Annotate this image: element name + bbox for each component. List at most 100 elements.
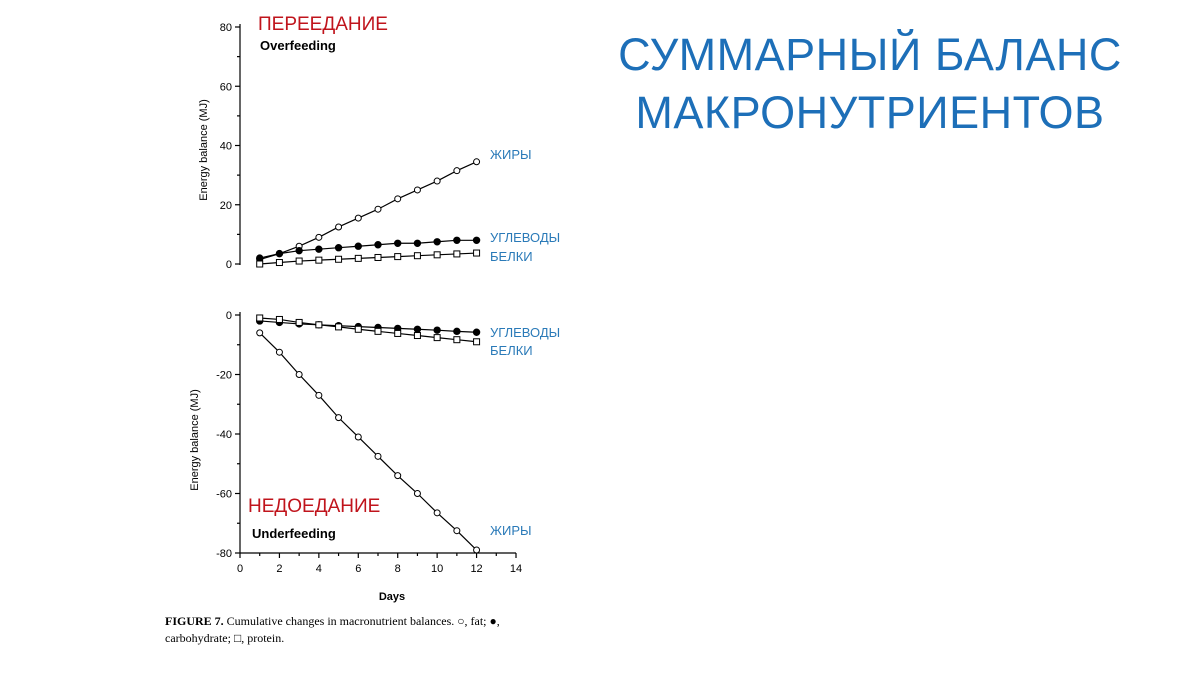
bottom-point-square	[394, 329, 402, 337]
figure-label: FIGURE 7.	[165, 614, 224, 628]
bottom-point-open	[295, 371, 303, 378]
bottom-series-label: БЕЛКИ	[490, 343, 533, 358]
figure-caption: FIGURE 7. Cumulative changes in macronut…	[165, 613, 585, 647]
top-point-open	[433, 177, 441, 185]
top-y-tick-label: 40	[220, 141, 232, 153]
bottom-point-square	[354, 325, 362, 333]
top-series-line	[259, 161, 477, 261]
top-point-square	[374, 253, 382, 261]
bottom-point-filled	[472, 328, 481, 336]
bottom-point-open	[374, 452, 382, 460]
top-point-filled	[315, 245, 323, 253]
slide-title-line-2: МАКРОНУТРИЕНТОВ	[635, 87, 1105, 138]
top-point-open	[335, 223, 343, 231]
top-series-label: УГЛЕВОДЫ	[490, 230, 560, 245]
top-point-open	[394, 195, 402, 203]
top-point-square	[394, 253, 402, 261]
x-axis-title: Days	[379, 591, 405, 603]
bottom-panel-title-ru: НЕДОЕДАНИЕ	[248, 496, 380, 517]
top-panel-title-ru: ПЕРЕЕДАНИЕ	[258, 14, 388, 35]
top-series-line	[259, 252, 477, 265]
bottom-point-square	[374, 327, 382, 335]
top-point-filled	[334, 244, 343, 252]
bottom-x-tick-label: 10	[431, 563, 443, 575]
bottom-point-open	[394, 472, 402, 480]
bottom-series-label: ЖИРЫ	[490, 523, 532, 538]
top-point-square	[315, 256, 323, 264]
bottom-y-tick-label: 0	[226, 310, 232, 322]
top-y-tick-label: 20	[220, 200, 232, 212]
top-point-filled	[275, 249, 284, 258]
slide-title-line-1: СУММАРНЫЙ БАЛАНС	[618, 29, 1122, 80]
top-point-open	[453, 167, 461, 175]
bottom-point-square	[295, 318, 303, 326]
bottom-point-square	[453, 336, 461, 344]
caption-text-part2: carbohydrate; □, protein.	[165, 631, 285, 645]
underfeeding-panel: 0 -20 -40 -60 -80 0 2 4 6 8 10 12 14 Days Energy balan…	[189, 310, 560, 603]
caption-text-part1: Cumulative changes in macronutrient bala…	[223, 614, 500, 628]
bottom-x-tick-label: 14	[510, 563, 522, 575]
bottom-point-open	[473, 546, 481, 554]
bottom-point-open	[256, 329, 264, 337]
bottom-y-tick-label: -40	[216, 429, 232, 441]
top-y-axis-title: Energy balance (MJ)	[198, 99, 210, 201]
top-y-tick-label: 0	[226, 259, 232, 271]
top-series-label: ЖИРЫ	[490, 147, 532, 162]
bottom-series-label: УГЛЕВОДЫ	[490, 325, 560, 340]
bottom-point-square	[256, 314, 264, 322]
top-point-open	[374, 205, 382, 213]
bottom-point-square	[335, 323, 343, 331]
top-point-open	[473, 158, 481, 166]
top-panel-subtitle-en: Overfeeding	[260, 38, 336, 53]
bottom-point-open	[433, 509, 441, 517]
top-point-square	[433, 251, 441, 259]
bottom-point-open	[453, 527, 461, 535]
top-point-square	[473, 249, 481, 257]
top-point-filled	[295, 246, 303, 255]
top-y-tick-label: 80	[220, 22, 232, 34]
top-point-square	[453, 250, 461, 258]
bottom-point-open	[354, 433, 362, 441]
bottom-panel-subtitle-en: Underfeeding	[252, 526, 336, 541]
top-point-filled	[256, 254, 264, 262]
top-point-filled	[433, 238, 441, 246]
bottom-x-tick-label: 2	[276, 563, 282, 575]
top-point-filled	[374, 241, 382, 249]
top-point-filled	[394, 239, 402, 247]
top-point-filled	[472, 236, 481, 245]
bottom-x-tick-label: 12	[470, 563, 482, 575]
bottom-point-open	[275, 348, 283, 356]
top-point-open	[413, 186, 421, 194]
slide-title: СУММАРНЫЙ БАЛАНС МАКРОНУТРИЕНТОВ	[560, 26, 1180, 142]
bottom-point-square	[433, 334, 441, 342]
bottom-point-square	[473, 338, 481, 346]
bottom-series-line	[259, 317, 477, 343]
bottom-x-tick-label: 8	[395, 563, 401, 575]
top-point-square	[413, 252, 421, 260]
bottom-x-tick-label: 4	[316, 563, 322, 575]
bottom-series-line	[259, 332, 477, 551]
bottom-x-tick-label: 6	[355, 563, 361, 575]
bottom-point-open	[315, 391, 323, 399]
bottom-point-square	[275, 315, 283, 323]
bottom-point-square	[413, 332, 421, 340]
bottom-point-square	[315, 321, 323, 329]
bottom-point-filled	[433, 326, 441, 334]
top-point-open	[315, 233, 323, 241]
bottom-y-tick-label: -80	[216, 548, 232, 560]
top-y-tick-label: 60	[220, 81, 232, 93]
top-point-square	[256, 260, 264, 268]
bottom-point-open	[413, 490, 421, 497]
bottom-point-open	[335, 414, 343, 422]
top-point-open	[354, 214, 362, 222]
bottom-y-axis-title: Energy balance (MJ)	[189, 389, 201, 491]
bottom-y-tick-label: -20	[216, 370, 232, 382]
bottom-point-filled	[453, 327, 461, 336]
top-point-filled	[453, 236, 461, 245]
top-point-square	[354, 254, 362, 262]
bottom-point-filled	[413, 325, 422, 333]
bottom-y-tick-label: -60	[216, 489, 232, 501]
top-point-square	[335, 255, 343, 263]
top-point-filled	[413, 239, 422, 247]
